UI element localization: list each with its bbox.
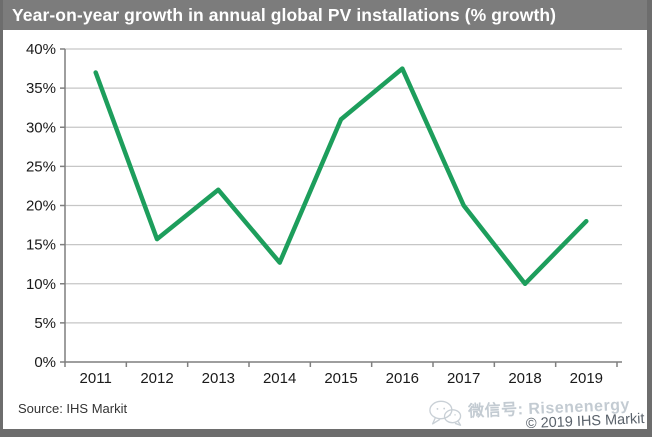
y-axis-label: 5% — [34, 315, 56, 332]
y-axis-label: 10% — [26, 276, 56, 293]
y-axis-label: 40% — [26, 41, 56, 58]
x-axis-label: 2011 — [80, 370, 112, 387]
y-axis-label: 15% — [26, 237, 56, 254]
watermark: 微信号: Risenenergy © 2019 IHS Markit — [428, 391, 645, 429]
y-axis-label: 35% — [26, 80, 56, 97]
y-axis-label: 20% — [26, 198, 56, 215]
x-axis-label: 2018 — [508, 370, 541, 387]
x-axis-label: 2012 — [140, 370, 173, 387]
watermark-line: 微信号: Risenenergy — [428, 391, 645, 427]
chart-svg: 0% 5% 10% 15% 20% 25% 30% 35% 40% 2011 2012 2013 201… — [26, 41, 622, 387]
chart-title: Year-on-year growth in annual global PV … — [12, 5, 557, 25]
chart-title-bar: Year-on-year growth in annual global PV … — [3, 0, 647, 30]
x-axis-label: 2016 — [386, 370, 419, 387]
x-axis-label: 2015 — [324, 370, 357, 387]
x-axis-label: 2014 — [263, 370, 296, 387]
x-axis-label: 2013 — [202, 370, 235, 387]
x-axis-label: 2019 — [570, 370, 603, 387]
y-axis-label: 25% — [26, 158, 56, 175]
wechat-icon — [428, 398, 463, 426]
y-axis-label: 0% — [34, 354, 56, 371]
growth-line — [93, 66, 589, 287]
source-label: Source: IHS Markit — [18, 401, 128, 416]
x-axis-label: 2017 — [447, 370, 480, 387]
y-axis-label: 30% — [26, 119, 56, 136]
